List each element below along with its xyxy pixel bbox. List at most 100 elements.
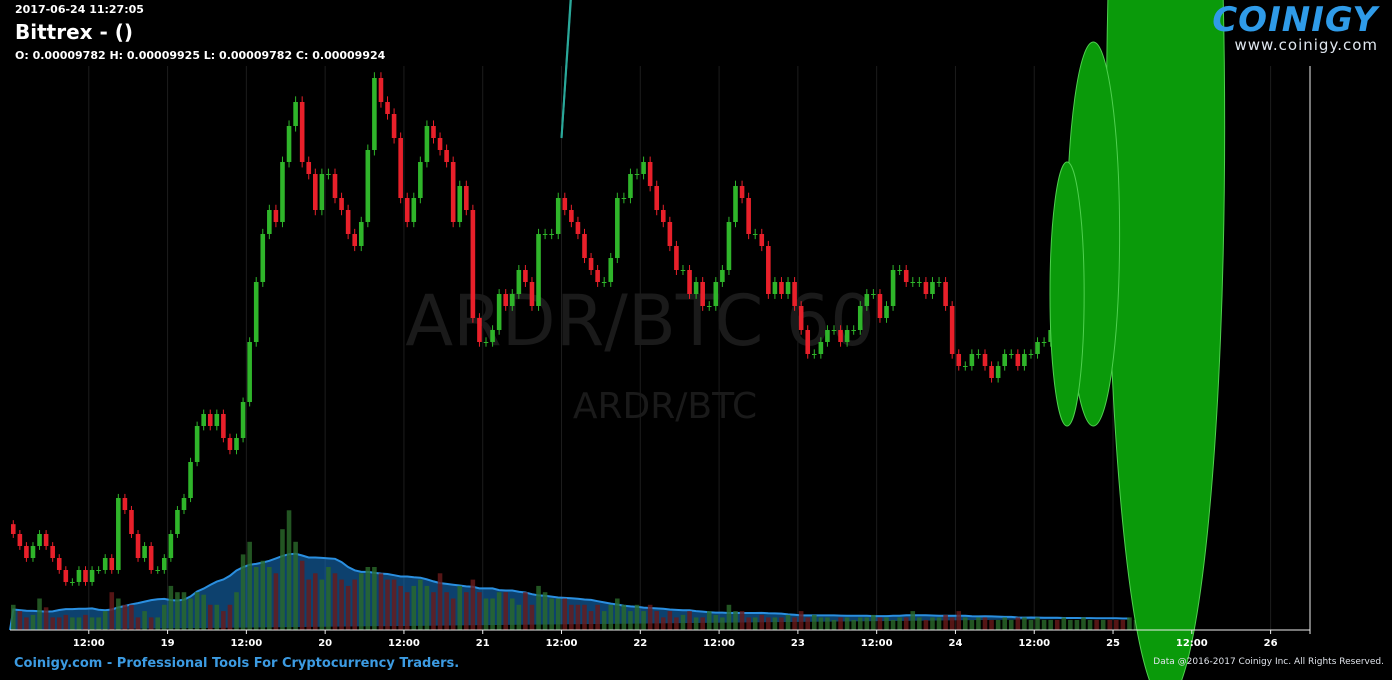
volume-bar (358, 573, 364, 630)
candle-body (713, 282, 719, 306)
candle-body (831, 330, 837, 331)
x-tick-label: 24 (948, 638, 962, 649)
volume-bar (116, 598, 121, 630)
volume-bar (17, 611, 23, 630)
candle-body (260, 234, 266, 282)
volume-bar (214, 604, 220, 630)
candle-body (772, 282, 778, 294)
candle-body (280, 162, 285, 222)
candle-body (943, 282, 948, 306)
candle-body (903, 270, 909, 282)
volume-bar (365, 567, 371, 630)
page-title: Bittrex - () (15, 20, 134, 44)
candle-body (1028, 354, 1034, 355)
volume-bar (142, 611, 147, 630)
volume-bar (792, 617, 797, 630)
candle-body (917, 282, 922, 283)
volume-bar (188, 598, 193, 630)
volume-bar (339, 579, 344, 630)
volume-bar (785, 614, 791, 630)
candle-body (871, 294, 876, 295)
volume-bar (601, 611, 607, 630)
volume-bar (299, 560, 305, 630)
candle-body (989, 366, 994, 378)
target-circles[interactable] (1049, 0, 1226, 680)
candle-body (129, 510, 134, 534)
candle-body (444, 150, 449, 162)
volume-bar (897, 617, 902, 630)
footer-tagline[interactable]: Coinigy.com - Professional Tools For Cry… (14, 656, 460, 671)
x-tick-label: 12:00 (703, 638, 735, 649)
candle-body (411, 198, 417, 222)
coinigy-logo[interactable]: COINIGY www.coinigy.com (1212, 0, 1378, 54)
volume-bar (273, 573, 279, 630)
candle-body (450, 162, 456, 222)
candle-body (936, 282, 942, 283)
candle-body (641, 162, 646, 174)
volume-bar (181, 592, 187, 630)
candle-body (1002, 354, 1007, 366)
volume-bar (411, 585, 417, 630)
candle-body (963, 366, 968, 367)
volume-bar (890, 619, 896, 630)
candle-body (995, 366, 1001, 378)
volume-bar (818, 617, 824, 630)
symbol-watermark: ARDR/BTC 60 ARDR/BTC (405, 280, 875, 427)
candle-body (116, 498, 121, 570)
volume-bar (43, 607, 49, 630)
candle-body (884, 306, 889, 318)
volume-bar (207, 604, 213, 630)
candle-body (24, 546, 29, 558)
volume-bar (306, 579, 312, 630)
volume-bar (930, 617, 935, 630)
candle-body (930, 282, 935, 294)
candle-body (470, 210, 476, 318)
volume-bar (129, 604, 134, 630)
x-tick-label: 12:00 (546, 638, 578, 649)
candle-body (811, 354, 817, 355)
candle-body (647, 162, 653, 186)
x-tick-label: 12:00 (861, 638, 893, 649)
candle-body (706, 306, 712, 307)
volume-bar (529, 604, 535, 630)
volume-bar (1035, 617, 1040, 630)
candle-body (844, 330, 850, 342)
volume-bar (687, 611, 692, 630)
volume-bar (706, 611, 712, 630)
volume-bar (1028, 619, 1034, 630)
candle-body (148, 546, 154, 570)
candle-body (910, 282, 916, 283)
volume-bar (963, 617, 968, 630)
volume-bar (812, 614, 817, 630)
candle-body (752, 234, 758, 235)
candle-body (293, 102, 298, 126)
volume-bar (286, 510, 292, 630)
volume-bar (917, 617, 922, 630)
x-tick-label: 25 (1106, 638, 1120, 649)
candle-body (549, 234, 554, 235)
candle-body (207, 414, 213, 426)
candle-body (759, 234, 765, 246)
volume-bar (444, 592, 449, 630)
candle-body (372, 78, 377, 150)
volume-bar (76, 617, 82, 630)
volume-bar (1048, 619, 1053, 630)
volume-bar (542, 592, 548, 630)
candle-body (10, 524, 16, 534)
candle-body (306, 162, 312, 174)
volume-bar (864, 617, 870, 630)
x-tick-label: 12:00 (388, 638, 420, 649)
volume-bar (83, 614, 88, 630)
candle-body (496, 294, 502, 330)
candle-body (509, 294, 515, 306)
candle-body (825, 330, 830, 342)
candle-body (785, 282, 791, 294)
candle-body (332, 174, 338, 198)
volume-bar (162, 604, 167, 630)
volume-bar (621, 604, 627, 630)
volume-bar (982, 617, 988, 630)
candle-body (83, 570, 88, 582)
candle-body (37, 534, 42, 546)
candle-body (766, 246, 771, 294)
